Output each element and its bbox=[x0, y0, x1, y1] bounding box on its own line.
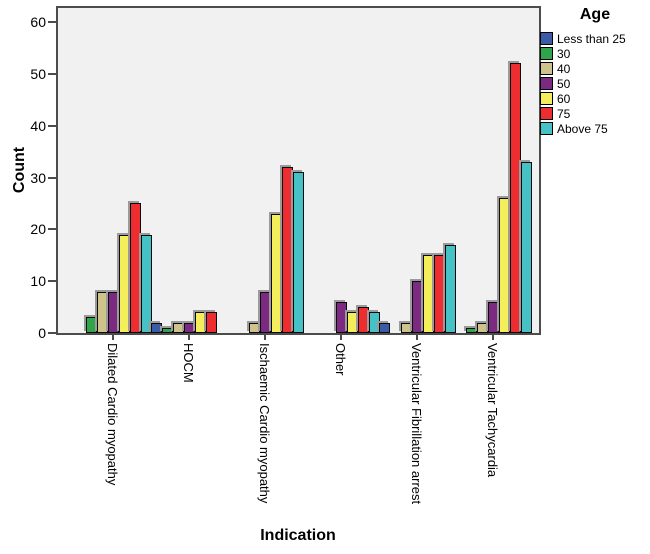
legend-item: Above 75 bbox=[540, 121, 650, 136]
y-tick-mark bbox=[48, 21, 56, 24]
legend-label: 75 bbox=[557, 106, 571, 121]
plot-area bbox=[56, 6, 541, 335]
x-tick-label: Ventricular Fibrillation arrest bbox=[409, 343, 424, 505]
x-tick-label: Dilated Cardio myopathy bbox=[105, 343, 120, 486]
x-tick-label: Ischaemic Cardio myopathy bbox=[257, 343, 272, 504]
x-axis-title: Indication bbox=[260, 527, 336, 544]
y-tick-mark bbox=[48, 228, 56, 231]
y-tick-label: 60 bbox=[30, 14, 46, 31]
y-tick-label: 0 bbox=[38, 325, 46, 341]
y-tick-mark bbox=[48, 124, 56, 127]
legend-swatch-icon bbox=[540, 62, 553, 75]
y-tick-label: 50 bbox=[30, 65, 46, 82]
y-tick-label: 40 bbox=[30, 117, 46, 134]
legend-swatch-icon bbox=[540, 47, 553, 60]
y-tick-mark bbox=[48, 72, 56, 75]
y-tick-mark bbox=[48, 280, 56, 283]
legend-item: 40 bbox=[540, 61, 650, 76]
y-tick-label: 20 bbox=[30, 221, 46, 238]
x-tick-label: HOCM bbox=[181, 343, 196, 383]
legend-item: 75 bbox=[540, 106, 650, 121]
legend-item: 60 bbox=[540, 91, 650, 106]
legend-item: 30 bbox=[540, 46, 650, 61]
legend-swatch-icon bbox=[540, 92, 553, 105]
legend-swatch-icon bbox=[540, 107, 553, 120]
y-tick-label: 10 bbox=[30, 273, 46, 290]
legend-swatch-icon bbox=[540, 122, 553, 135]
legend-item: Less than 25 bbox=[540, 31, 650, 46]
legend-label: 60 bbox=[557, 91, 571, 106]
legend-label: 30 bbox=[557, 46, 571, 61]
legend-items: Less than 25 30 40 50 60 75 Above 75 bbox=[540, 31, 650, 136]
legend-title: Age bbox=[579, 6, 611, 23]
x-tick-label: Ventricular Tachycardia bbox=[485, 343, 500, 478]
legend-label: Above 75 bbox=[557, 121, 608, 136]
y-tick-mark bbox=[48, 176, 56, 179]
y-axis-title: Count bbox=[11, 146, 28, 194]
legend: Age Less than 25 30 40 50 60 75 Above 75 bbox=[540, 6, 650, 136]
legend-label: 40 bbox=[557, 61, 571, 76]
y-tick-mark bbox=[48, 332, 56, 334]
legend-swatch-icon bbox=[540, 32, 553, 45]
legend-label: Less than 25 bbox=[557, 31, 626, 46]
legend-swatch-icon bbox=[540, 77, 553, 90]
legend-item: 50 bbox=[540, 76, 650, 91]
legend-label: 50 bbox=[557, 76, 571, 91]
x-tick-label: Other bbox=[333, 343, 348, 376]
